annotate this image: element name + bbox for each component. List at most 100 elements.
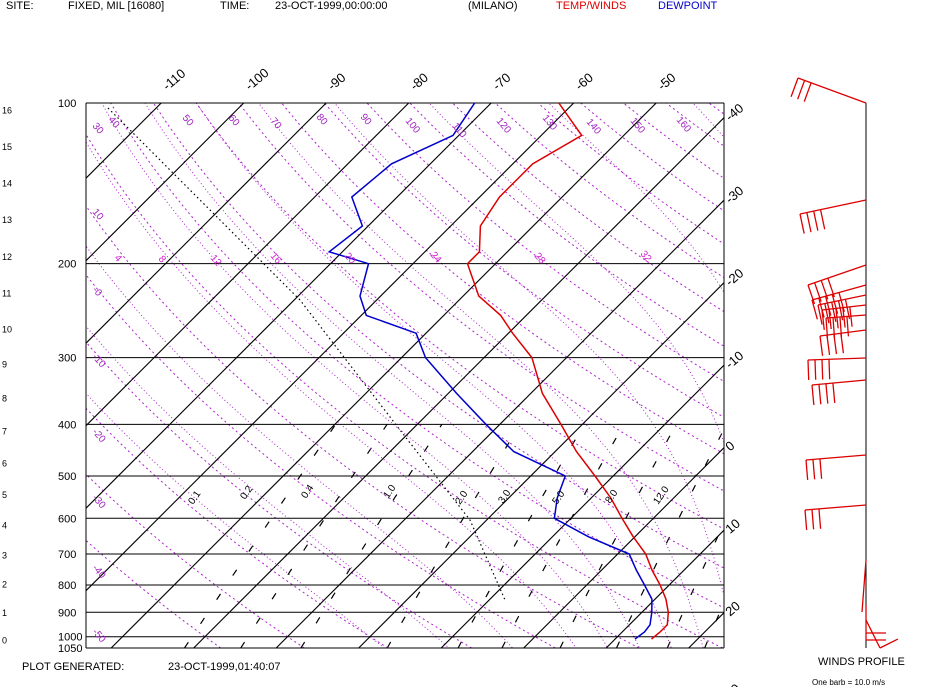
sounding-profiles: [327, 103, 670, 640]
isotherm-label: -50: [654, 70, 678, 94]
mixing-ratio-label: 3.0: [496, 488, 513, 506]
mixing-ratio-lines: [183, 423, 724, 648]
pressure-tick-label: 100: [58, 98, 76, 110]
dry-adiabat-label: 150: [628, 116, 647, 136]
moist-adiabat-label: 16: [268, 251, 284, 267]
pressure-tick-label: 700: [58, 549, 76, 561]
isotherm-label: -90: [324, 70, 348, 94]
isotherm-label: -30: [722, 183, 746, 207]
moist-adiabat-label: 8: [156, 254, 168, 266]
wind-barb-flag: [840, 333, 845, 354]
mixing-ratio-line: [240, 423, 388, 648]
wind-barb-flag: [811, 384, 815, 405]
winds-profile-title: WINDS PROFILE: [818, 656, 905, 668]
moist-adiabat: [86, 141, 569, 637]
isotherm-line: [86, 103, 245, 262]
moist-adiabat: [733, 637, 736, 649]
moist-adiabat: [86, 245, 503, 638]
moist-adiabat: [692, 103, 724, 139]
mixing-ratio-line: [183, 423, 337, 648]
moist-adiabat: [428, 103, 724, 445]
wind-barb-flag: [807, 359, 810, 381]
wind-barb-flag: [846, 316, 850, 337]
wind-barb-flag: [828, 359, 831, 380]
wind-barb-flag: [833, 334, 838, 355]
wind-barb-flag: [844, 299, 851, 320]
moist-adiabat: [666, 636, 672, 648]
wind-barb: [804, 504, 867, 530]
wind-barb-flag: [804, 509, 808, 530]
wind-barb: [817, 294, 867, 325]
moist-adiabats: [86, 103, 736, 649]
site-label: SITE:: [6, 0, 34, 12]
wind-barb: [865, 619, 899, 649]
wind-barb: [865, 605, 886, 641]
height-tick-label: 11: [2, 288, 11, 298]
dry-adiabat: [494, 103, 724, 279]
wind-barb-flag: [824, 303, 830, 324]
wind-barb-flag: [812, 459, 816, 480]
time-label: TIME:: [220, 0, 250, 12]
isotherm-line: [440, 364, 724, 648]
isotherm-line: [86, 103, 410, 427]
dry-adiabat-label: 60: [226, 113, 242, 129]
wind-barb-flag: [819, 458, 823, 479]
wind-barb-flag: [790, 77, 799, 97]
wind-barb-flag: [807, 284, 816, 305]
mixing-ratio-line: [666, 521, 724, 648]
isotherm-label: 20: [722, 598, 743, 619]
wind-barb-flag: [799, 213, 805, 234]
height-tick-label: 14: [2, 179, 12, 189]
dry-adiabat-label: -50: [90, 627, 108, 645]
dry-adiabat-label: 100: [403, 116, 422, 136]
moist-adiabat-label: 32: [638, 249, 654, 265]
moist-adiabat: [567, 636, 577, 648]
isotherm-line: [86, 103, 575, 592]
wind-barb-shaft: [811, 284, 867, 301]
isotherm-label: -10: [722, 348, 746, 372]
pressure-tick-label: 400: [58, 419, 76, 431]
dry-adiabat: [152, 103, 724, 569]
pressure-tick-label: 500: [58, 471, 76, 483]
dry-adiabat: [86, 407, 389, 648]
isotherm-line: [358, 281, 724, 648]
wind-barb-shaft: [817, 294, 867, 306]
dry-adiabat-label: 120: [494, 116, 513, 136]
height-tick-label: 1: [2, 608, 7, 618]
wind-barb-flag: [806, 212, 812, 233]
wind-barb-shaft: [819, 329, 867, 337]
wind-barb-flag: [835, 308, 839, 329]
mixing-ratio-label: 5.0: [550, 489, 567, 507]
height-tick-label: 12: [2, 252, 12, 262]
wind-barb: [807, 357, 867, 381]
wind-barb-shaft: [861, 559, 867, 613]
dry-adiabat-label: -40: [90, 563, 108, 581]
generated-label: PLOT GENERATED:: [22, 661, 125, 673]
moist-adiabat: [501, 636, 514, 648]
dry-adiabat-label: -0: [90, 285, 104, 299]
height-tick-label: 3: [2, 550, 7, 560]
dry-adiabat: [366, 103, 724, 382]
wind-barb-shaft: [865, 619, 881, 649]
dry-adiabat: [537, 103, 724, 245]
moist-adiabat-label: 20: [342, 251, 358, 267]
dry-adiabat: [623, 103, 724, 179]
wind-barb-flag: [825, 383, 829, 404]
wind-barb-flag: [805, 459, 809, 480]
wind-barb: [790, 77, 867, 104]
height-tick-label: 6: [2, 459, 7, 469]
wind-barb-flag: [826, 335, 831, 356]
wind-barb-flag: [818, 508, 822, 529]
wind-barb-shaft: [804, 504, 867, 511]
isotherm-label: 10: [722, 516, 743, 537]
wind-barb-flag: [879, 638, 899, 649]
dry-adiabat-label: 80: [314, 112, 330, 128]
height-tick-label: 5: [2, 490, 7, 500]
dry-adiabat: [86, 274, 556, 648]
wind-barb: [799, 199, 867, 234]
legend-temp-winds: TEMP/WINDS: [556, 0, 627, 12]
parcel-reference-line: [107, 107, 506, 601]
dry-adiabat: [323, 103, 724, 418]
dry-adiabat: [86, 205, 640, 648]
